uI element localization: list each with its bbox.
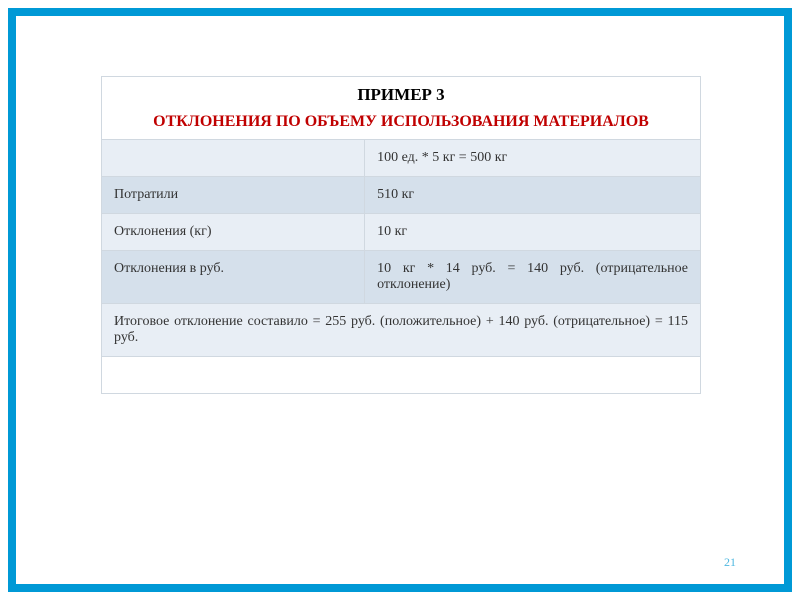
slide-frame: ПРИМЕР 3 ОТКЛОНЕНИЯ ПО ОБЪЕМУ ИСПОЛЬЗОВА… (8, 8, 792, 592)
table-row: 100 ед. * 5 кг = 500 кг (102, 140, 700, 177)
row-value: 10 кг (365, 214, 700, 250)
page-number: 21 (724, 555, 736, 570)
row-value: 510 кг (365, 177, 700, 213)
table-row: Потратили 510 кг (102, 177, 700, 214)
table-row: Отклонения в руб. 10 кг * 14 руб. = 140 … (102, 251, 700, 304)
summary-row: Итоговое отклонение составило = 255 руб.… (102, 304, 700, 357)
row-label: Отклонения в руб. (102, 251, 365, 303)
row-label: Отклонения (кг) (102, 214, 365, 250)
table-title: ПРИМЕР 3 (114, 85, 688, 105)
table-subtitle: ОТКЛОНЕНИЯ ПО ОБЪЕМУ ИСПОЛЬЗОВАНИЯ МАТЕР… (114, 113, 688, 131)
row-value: 10 кг * 14 руб. = 140 руб. (отрицательно… (365, 251, 700, 303)
row-label: Потратили (102, 177, 365, 213)
row-value: 100 ед. * 5 кг = 500 кг (365, 140, 700, 176)
empty-row (102, 357, 700, 393)
table-header: ПРИМЕР 3 ОТКЛОНЕНИЯ ПО ОБЪЕМУ ИСПОЛЬЗОВА… (102, 77, 700, 140)
row-label (102, 140, 365, 176)
table-row: Отклонения (кг) 10 кг (102, 214, 700, 251)
example-table: ПРИМЕР 3 ОТКЛОНЕНИЯ ПО ОБЪЕМУ ИСПОЛЬЗОВА… (101, 76, 701, 394)
